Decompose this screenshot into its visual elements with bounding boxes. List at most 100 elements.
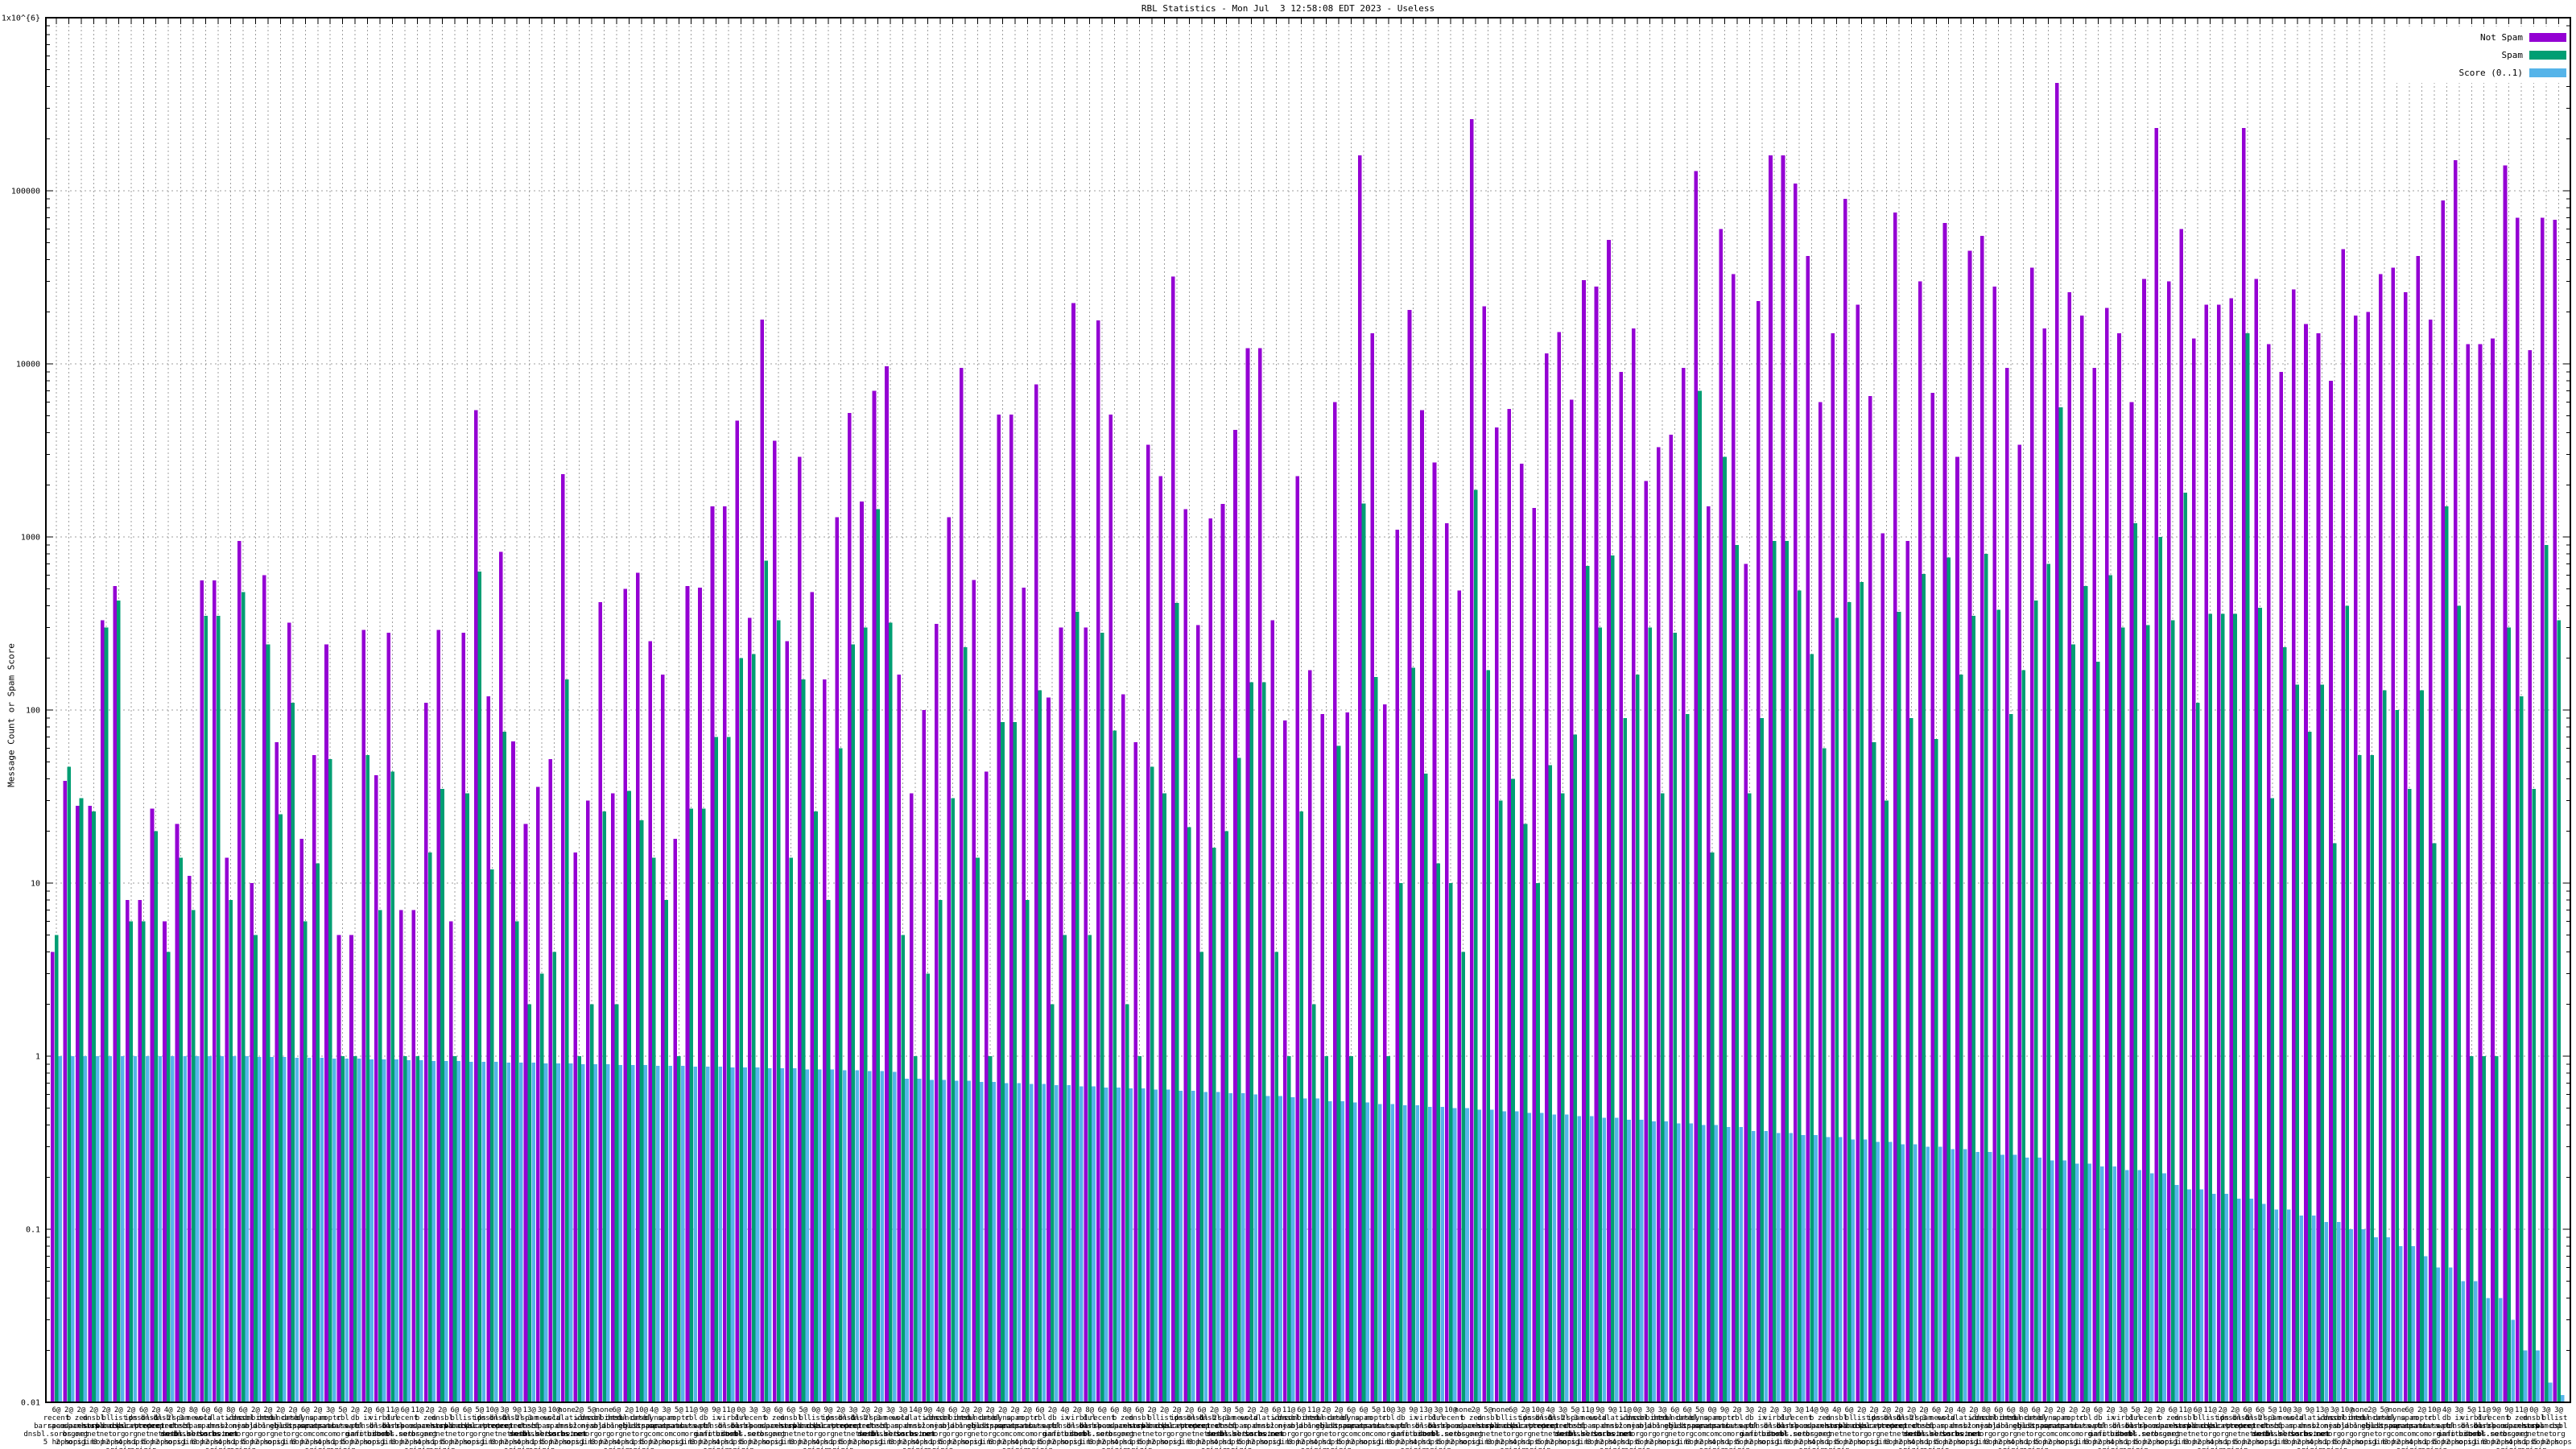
bar-spam <box>154 831 159 1402</box>
bar-score <box>2548 1382 2553 1402</box>
bar-score <box>1540 1113 1544 1402</box>
bar-score <box>2187 1189 2191 1402</box>
bar-spam <box>402 1056 407 1402</box>
x-tick-label: 10@ recent spam dnsbl.sorbs.net 5 hops <box>1418 1406 1483 1447</box>
bar-not-spam <box>2329 380 2333 1402</box>
bar-score <box>768 1068 772 1402</box>
bar-score <box>842 1070 847 1402</box>
bar-not-spam <box>822 679 827 1402</box>
bar-score <box>1826 1137 1831 1402</box>
bar-not-spam <box>1868 396 1872 1403</box>
bar-score <box>867 1071 872 1402</box>
bar-spam <box>477 572 482 1402</box>
bar-not-spam <box>523 824 528 1402</box>
bar-spam <box>851 644 856 1402</box>
bar-not-spam <box>100 620 105 1402</box>
bar-spam <box>1187 827 1191 1402</box>
bar-spam <box>291 703 295 1402</box>
bar-spam <box>577 1056 581 1402</box>
bar-score <box>1727 1126 1731 1402</box>
bar-spam <box>1723 456 1727 1402</box>
x-tick-label: 3@ dnsbl-2 uceprotect net 5 hops <box>832 1406 875 1447</box>
bar-not-spam <box>586 800 590 1402</box>
bar-score <box>830 1069 835 1402</box>
bar-score <box>655 1065 660 1402</box>
bar-spam <box>1586 566 1590 1402</box>
bar-not-spam <box>225 857 229 1402</box>
bar-not-spam <box>760 320 765 1403</box>
bar-score <box>643 1064 648 1402</box>
bar-not-spam <box>1034 384 1038 1403</box>
bar-spam <box>1922 574 1926 1403</box>
bar-score <box>2000 1154 2004 1402</box>
x-tick-label: 6@ spam spamrats com 2 hops <box>1346 1406 1381 1447</box>
bar-score <box>668 1065 672 1402</box>
bar-spam <box>1623 717 1627 1402</box>
bar-spam <box>814 811 818 1402</box>
bar-spam <box>1536 883 1540 1402</box>
bar-score <box>1241 1093 1245 1402</box>
x-tick-label: 2@ truncate gbudb net origin <box>263 1406 298 1447</box>
x-tick-label: 3@ old spam dnsbl.sorbs.net 3 hops <box>870 1406 935 1447</box>
bar-score <box>2062 1160 2067 1402</box>
bar-not-spam <box>448 921 453 1402</box>
bar-score <box>1614 1117 1619 1402</box>
x-tick-label: 2@ ips backscatterer org 4 hops <box>1497 1406 1554 1447</box>
bar-spam <box>2021 670 2025 1402</box>
bar-not-spam <box>2054 83 2059 1402</box>
bar-spam <box>1311 1004 1316 1402</box>
bar-not-spam <box>2067 291 2071 1402</box>
bar-score <box>2411 1245 2416 1402</box>
x-tick-label: 3@ combined njabl org 5 hops <box>1633 1406 1667 1447</box>
bar-not-spam <box>1955 456 1959 1402</box>
bar-not-spam <box>1370 333 1374 1403</box>
x-tick-label: 6@ bl spamcop net 5 hops <box>440 1406 470 1447</box>
x-tick-label: 2@ truncate gbudb net origin <box>960 1406 995 1447</box>
bar-not-spam <box>1967 250 1972 1403</box>
bar-score <box>469 1061 473 1402</box>
bar-score <box>1216 1092 1220 1402</box>
x-tick-label: 2@ noptr spamrats com origin <box>2056 1406 2091 1447</box>
x-tick-label: 6@ bl spamcop net 3 hops <box>2182 1406 2213 1447</box>
bar-not-spam <box>2104 308 2109 1403</box>
bar-spam <box>1934 739 1938 1402</box>
bar-score <box>880 1071 884 1402</box>
y-tick-label: 1 <box>35 1053 40 1062</box>
bar-spam <box>427 852 432 1402</box>
x-tick-label: 3@ dul dnsbl sorbs.net 1 hop <box>1767 1406 1806 1447</box>
bar-not-spam <box>2404 291 2408 1402</box>
bar-spam <box>1274 952 1278 1402</box>
bar-score <box>2399 1245 2403 1402</box>
bar-spam <box>2008 713 2013 1402</box>
bar-spam <box>739 658 743 1402</box>
bar-score <box>2099 1166 2104 1402</box>
bar-not-spam <box>436 630 440 1402</box>
x-tick-label: 10@ new spam dnsbl.sorbs.net 1 hop <box>2252 1406 2318 1447</box>
bar-score <box>120 1056 125 1402</box>
x-tick-label: 3@ db wpbl info 5 hops <box>1736 1406 1763 1447</box>
bar-spam <box>1673 632 1677 1402</box>
x-tick-label: 5@ dyna spamrats com 3 hops <box>1682 1406 1717 1447</box>
x-tick-label: 2@ noptr spamrats com 4 hops <box>2405 1406 2439 1447</box>
bar-spam <box>2357 754 2362 1402</box>
x-tick-label: 2@ escalations dnsbl sorbs.net 2 hops <box>1240 1406 1288 1447</box>
bar-not-spam <box>561 474 565 1403</box>
bar-spam <box>1885 800 1889 1402</box>
bar-spam <box>2320 684 2325 1402</box>
x-tick-label: 2@ bl spamcop net 3 hops <box>91 1406 122 1447</box>
bar-not-spam <box>175 824 180 1402</box>
bar-spam <box>1897 611 1901 1402</box>
bar-spam <box>1237 758 1241 1402</box>
x-tick-label: 2@ virbl dnsbl bit.nl origin <box>1761 1406 1788 1447</box>
bar-not-spam <box>1532 508 1536 1402</box>
bar-not-spam <box>2428 320 2433 1403</box>
x-tick-label: 2@ dnsbl-3 uceprotect net 2 hops <box>844 1406 887 1447</box>
bar-not-spam <box>2154 128 2159 1403</box>
bar-spam <box>1051 1004 1055 1402</box>
